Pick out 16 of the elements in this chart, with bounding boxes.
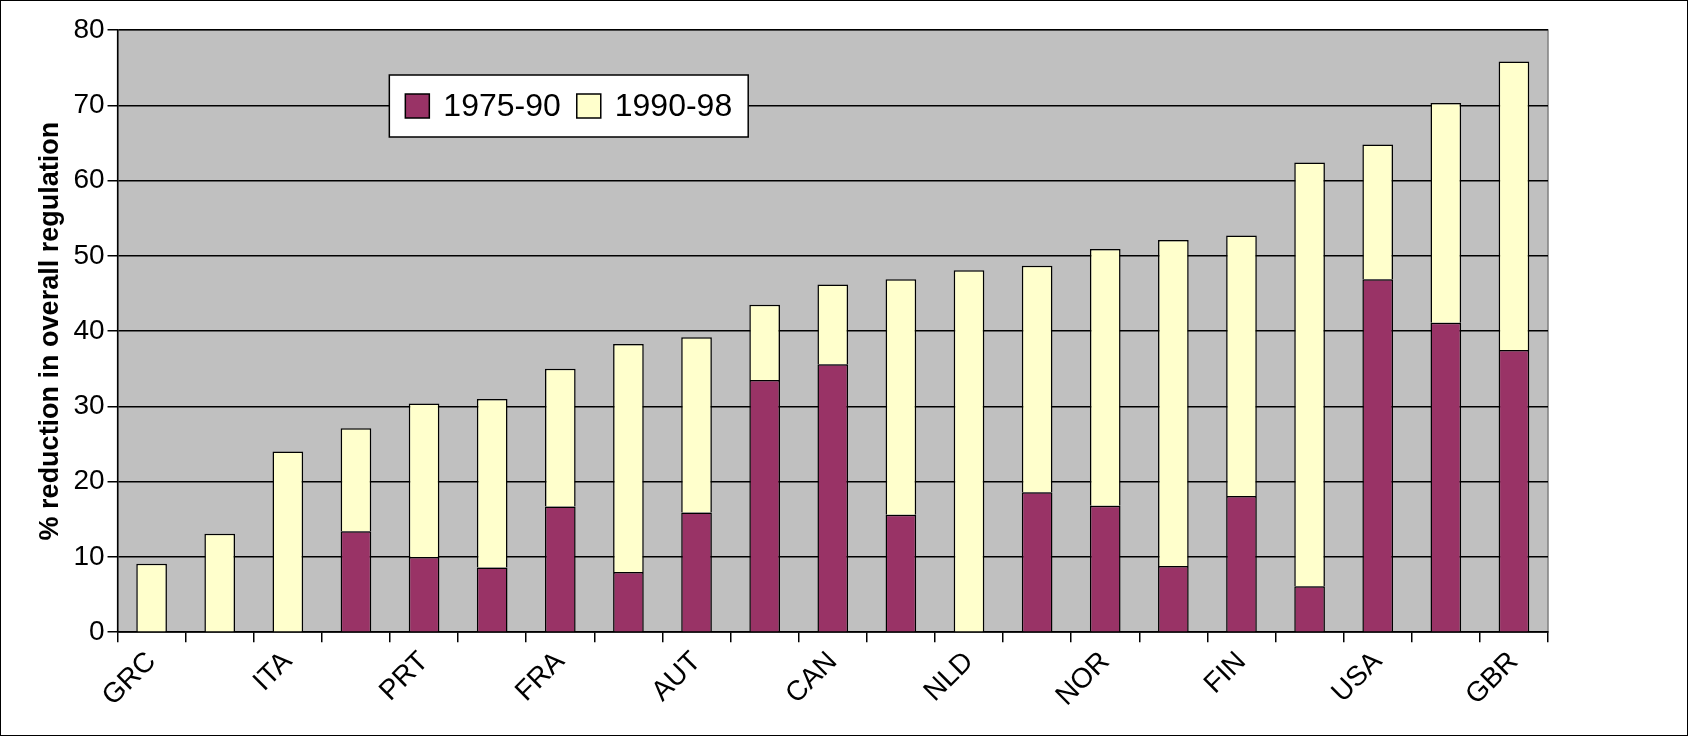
y-tick-label: 30: [73, 389, 105, 421]
x-tick-label: USA: [1324, 644, 1388, 708]
y-tick-label: 10: [73, 539, 105, 571]
y-tick-label: 60: [73, 163, 105, 195]
y-tick-label: 70: [73, 88, 105, 119]
y-tick-label: 0: [88, 614, 105, 646]
y-tick-label: 40: [73, 313, 105, 345]
y-tick-label: 20: [73, 464, 105, 496]
x-tick-label: ITA: [246, 644, 298, 697]
legend-label: 1975-90: [443, 86, 561, 123]
y-tick-label: 80: [73, 12, 105, 44]
legend-label: 1990-98: [614, 86, 733, 123]
y-axis-title: % reduction in overall regulation: [33, 121, 64, 541]
x-tick-label: FRA: [508, 644, 571, 707]
x-tick-label: FIN: [1197, 644, 1252, 699]
y-tick-label: 50: [73, 238, 105, 270]
